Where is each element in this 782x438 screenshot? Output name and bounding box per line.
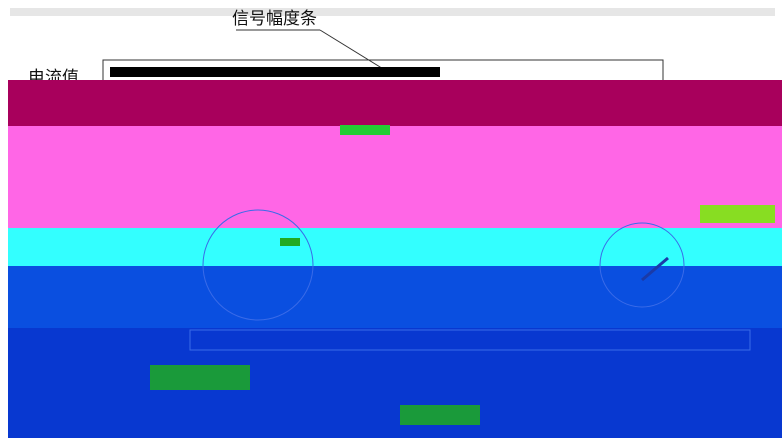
pink-band [8, 126, 782, 228]
dark-blue-band [8, 328, 782, 438]
signal-bar-label: 信号幅度条 [232, 9, 317, 29]
blue-band [8, 266, 782, 328]
indicator [280, 238, 300, 246]
signal-bar-fill [110, 67, 440, 77]
gauge-left [202, 209, 314, 321]
indicator [700, 205, 775, 223]
gauge-needle [641, 256, 669, 282]
top-bar [10, 8, 775, 16]
cyan-band [8, 228, 782, 266]
status-block [150, 365, 250, 390]
gauge-right [599, 222, 685, 308]
leader-line [319, 29, 386, 71]
panel-frame [189, 329, 751, 351]
status-block [400, 405, 480, 425]
magenta-band [8, 80, 782, 126]
indicator [340, 125, 390, 135]
